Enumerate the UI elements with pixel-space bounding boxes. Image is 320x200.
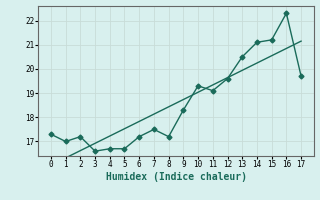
X-axis label: Humidex (Indice chaleur): Humidex (Indice chaleur): [106, 172, 246, 182]
